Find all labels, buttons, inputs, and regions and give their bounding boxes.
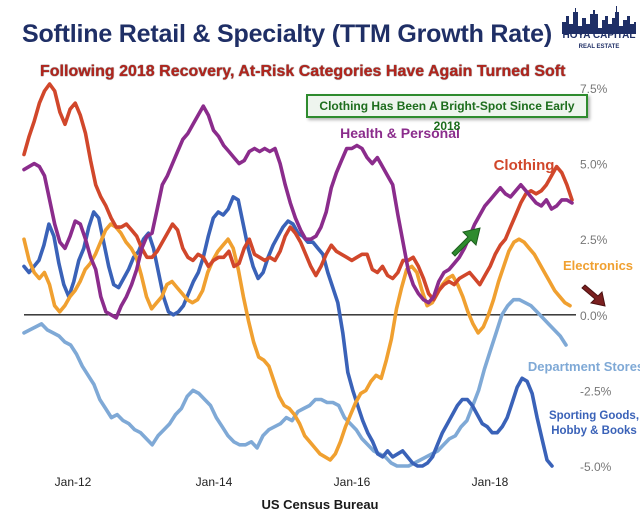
y-tick-label: 5.0% — [580, 158, 608, 172]
source-label: US Census Bureau — [261, 497, 379, 512]
x-tick-label: Jan-16 — [334, 475, 371, 489]
series-line-clothing — [22, 82, 574, 302]
series-line-health-personal — [22, 104, 574, 320]
logo-subtext: REAL ESTATE — [578, 44, 620, 50]
series-labels: Health & Personal Clothing Electronics Depa… — [340, 125, 640, 437]
hoya-capital-logo — [560, 4, 638, 58]
arrow-annotations — [451, 227, 606, 307]
series-label: Electronics — [563, 258, 633, 273]
series-lines — [22, 82, 574, 468]
y-tick-label: 0.0% — [580, 309, 608, 323]
callout-box: Clothing Has Been A Bright-Spot Since Ea… — [306, 94, 588, 133]
series-label: Department Stores — [528, 359, 640, 374]
x-tick-label: Jan-12 — [55, 475, 92, 489]
series-label: Clothing — [494, 157, 555, 174]
y-tick-label: 2.5% — [580, 233, 608, 247]
axis-ticks: 7.5% 5.0% 2.5% 0.0% -2.5% -5.0% Jan-12 Jan-14 Ja… — [55, 82, 612, 489]
x-tick-label: Jan-14 — [196, 475, 233, 489]
down-arrow-icon — [581, 284, 606, 307]
y-tick-label: 7.5% — [580, 82, 608, 96]
chart-subtitle: Following 2018 Recovery, At-Risk Categor… — [40, 63, 566, 80]
series-line-sporting-goods-hobby-books — [22, 195, 554, 468]
series-label: Health & Personal — [340, 125, 460, 141]
y-tick-label: -2.5% — [580, 384, 612, 398]
chart-title: Softline Retail & Specialty (TTM Growth … — [22, 20, 552, 48]
y-tick-label: -5.0% — [580, 460, 612, 474]
logo-text: HOYA CAPITAL — [562, 30, 636, 41]
series-label: Sporting Goods, Hobby & Books — [549, 410, 639, 437]
up-arrow-icon — [451, 227, 481, 257]
x-tick-label: Jan-18 — [472, 475, 509, 489]
